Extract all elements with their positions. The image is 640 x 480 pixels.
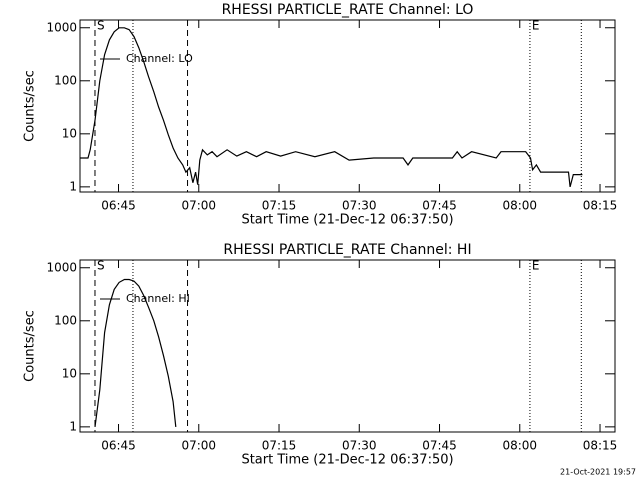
x-tick-label: 07:30: [342, 199, 377, 213]
legend-label: Channel: LO: [126, 52, 193, 65]
y-tick-label: 1: [69, 419, 77, 433]
timestamp: 21-Oct-2021 19:57: [560, 468, 636, 477]
marker-label: S: [97, 259, 105, 273]
plot-frame: [79, 259, 616, 433]
x-axis-label: Start Time (21-Dec-12 06:37:50): [241, 453, 453, 468]
x-tick-label: 07:15: [262, 439, 297, 453]
x-tick-label: 07:00: [181, 199, 216, 213]
x-axis-label: Start Time (21-Dec-12 06:37:50): [241, 213, 453, 228]
legend-label: Channel: HI: [126, 292, 190, 305]
y-tick-label: 100: [54, 73, 77, 87]
y-tick-label: 1000: [46, 260, 77, 274]
x-tick-label: 07:45: [422, 199, 457, 213]
plot-frame: [79, 19, 616, 193]
x-tick-label: 06:45: [101, 199, 136, 213]
x-tick-label: 08:00: [502, 199, 537, 213]
y-tick-label: 1: [69, 179, 77, 193]
x-tick-label: 08:00: [502, 439, 537, 453]
data-line: [80, 27, 583, 188]
x-tick-label: 07:30: [342, 439, 377, 453]
data-line: [94, 278, 177, 427]
y-tick-label: 10: [62, 366, 77, 380]
marker-label: S: [97, 19, 105, 33]
y-tick-label: 1000: [46, 20, 77, 34]
x-tick-label: 08:15: [583, 439, 618, 453]
x-tick-label: 07:00: [181, 439, 216, 453]
y-tick-label: 10: [62, 126, 77, 140]
y-axis-label: Counts/sec: [23, 310, 38, 382]
marker-label: E: [532, 19, 540, 33]
x-tick-label: 08:15: [583, 199, 618, 213]
x-tick-label: 06:45: [101, 439, 136, 453]
x-tick-label: 07:15: [262, 199, 297, 213]
y-tick-label: 100: [54, 313, 77, 327]
marker-label: E: [532, 259, 540, 273]
x-tick-label: 07:45: [422, 439, 457, 453]
chart-title: RHESSI PARTICLE_RATE Channel: HI: [223, 242, 471, 258]
chart-title: RHESSI PARTICLE_RATE Channel: LO: [222, 2, 474, 18]
y-axis-label: Counts/sec: [23, 70, 38, 142]
